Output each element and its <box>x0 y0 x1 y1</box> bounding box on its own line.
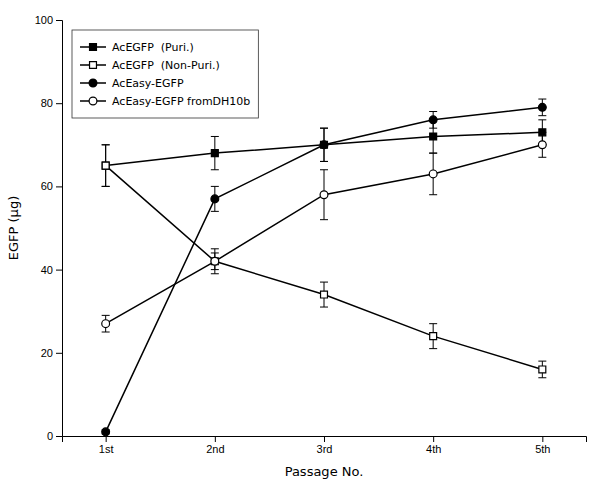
marker <box>102 320 110 328</box>
y-tick-label: 20 <box>41 347 53 359</box>
marker <box>430 333 437 340</box>
marker <box>321 141 328 148</box>
legend-marker <box>90 62 97 69</box>
legend-item: AcEGFP (Puri.) <box>80 41 194 54</box>
marker <box>102 162 109 169</box>
x-tick-mark <box>215 436 216 442</box>
y-tick-label: 0 <box>47 430 53 442</box>
error-bar <box>102 315 110 332</box>
y-tick-mark <box>56 103 62 104</box>
x-tick-mark <box>106 436 107 442</box>
error-bar <box>320 170 328 220</box>
y-tick: 60 <box>41 180 62 192</box>
marker <box>539 366 546 373</box>
legend-label: AcEGFP (Puri.) <box>112 41 194 54</box>
error-bar <box>538 99 546 116</box>
legend-marker <box>90 44 97 51</box>
y-tick-mark <box>56 186 62 187</box>
error-bar <box>211 253 219 270</box>
error-bar <box>102 145 110 187</box>
x-tick: 4th <box>426 436 441 455</box>
error-bar <box>211 249 219 274</box>
marker <box>429 116 437 124</box>
error-bar <box>429 112 437 129</box>
series-line <box>106 145 543 324</box>
series <box>102 99 547 436</box>
error-bar <box>538 132 546 157</box>
marker <box>211 257 219 265</box>
marker <box>321 291 328 298</box>
error-bar <box>211 136 219 169</box>
series-line <box>106 166 543 370</box>
marker <box>538 103 546 111</box>
x-tick-label: 2nd <box>206 443 224 455</box>
y-tick: 20 <box>41 347 62 359</box>
y-tick-mark <box>56 436 62 437</box>
x-axis: 1st 2nd 3rd 4th 5th <box>63 436 587 455</box>
marker <box>211 258 218 265</box>
y-tick-mark <box>56 20 62 21</box>
legend-label: AcEasy-EGFP fromDH10b <box>112 95 250 108</box>
x-tick-mark <box>433 436 434 442</box>
chart: 1st 2nd 3rd 4th 5th 0 20 40 60 80 100 Passage No. EG… <box>0 0 606 488</box>
legend-label: AcEGFP (Non-Puri.) <box>112 59 220 72</box>
y-axis: 0 20 40 60 80 100 <box>35 14 63 442</box>
series-line <box>106 107 543 431</box>
x-tick: 1st <box>99 436 114 455</box>
marker <box>320 191 328 199</box>
x-tick: 2nd <box>206 436 224 455</box>
x-tick: 3rd <box>317 436 333 455</box>
series <box>102 145 547 378</box>
x-tick-label: 1st <box>99 443 114 455</box>
legend-marker <box>89 79 97 87</box>
legend-label: AcEasy-EGFP <box>112 77 184 90</box>
plot: 1st 2nd 3rd 4th 5th 0 20 40 60 80 100 <box>35 14 587 455</box>
error-bar <box>538 361 546 378</box>
error-bar <box>211 186 219 211</box>
marker <box>430 133 437 140</box>
marker <box>429 170 437 178</box>
x-tick: 5th <box>535 436 550 455</box>
x-axis-title: Passage No. <box>285 464 364 479</box>
series <box>102 132 547 332</box>
legend-item: AcEasy-EGFP fromDH10b <box>80 95 250 108</box>
x-axis-line <box>63 437 587 443</box>
marker <box>102 162 109 169</box>
x-tick-mark <box>324 436 325 442</box>
x-tick-label: 4th <box>426 443 441 455</box>
error-bar <box>429 324 437 349</box>
y-tick-mark <box>56 270 62 271</box>
legend-item: AcEGFP (Non-Puri.) <box>80 59 220 72</box>
error-bar <box>429 153 437 195</box>
x-tick-label: 3rd <box>317 443 333 455</box>
y-tick: 40 <box>41 264 62 276</box>
y-tick-label: 60 <box>41 180 53 192</box>
y-tick-label: 40 <box>41 264 53 276</box>
error-bar <box>320 128 328 161</box>
y-axis-line <box>56 21 63 437</box>
y-tick: 0 <box>47 430 62 442</box>
error-bar <box>320 128 328 161</box>
x-tick-label: 5th <box>535 443 550 455</box>
legend-marker <box>89 97 97 105</box>
y-tick: 100 <box>35 14 62 26</box>
error-bar <box>102 145 110 187</box>
legend-item: AcEasy-EGFP <box>80 77 184 90</box>
y-tick-label: 80 <box>41 97 53 109</box>
marker <box>320 141 328 149</box>
marker <box>211 195 219 203</box>
marker <box>538 141 546 149</box>
marker <box>102 428 110 436</box>
y-tick-mark <box>56 353 62 354</box>
y-axis-title: EGFP (μg) <box>6 196 21 260</box>
x-tick-mark <box>542 436 543 442</box>
error-bar <box>320 282 328 307</box>
legend-box <box>72 30 258 118</box>
legend: AcEGFP (Puri.) AcEGFP (Non-Puri.) AcEasy-E… <box>72 30 258 118</box>
marker <box>211 150 218 157</box>
y-tick: 80 <box>41 97 62 109</box>
marks <box>102 99 547 436</box>
y-tick-label: 100 <box>35 14 53 26</box>
